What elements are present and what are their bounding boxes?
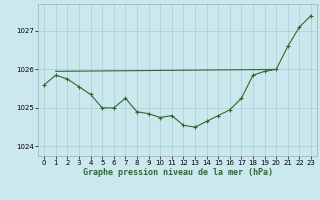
X-axis label: Graphe pression niveau de la mer (hPa): Graphe pression niveau de la mer (hPa) <box>83 168 273 177</box>
